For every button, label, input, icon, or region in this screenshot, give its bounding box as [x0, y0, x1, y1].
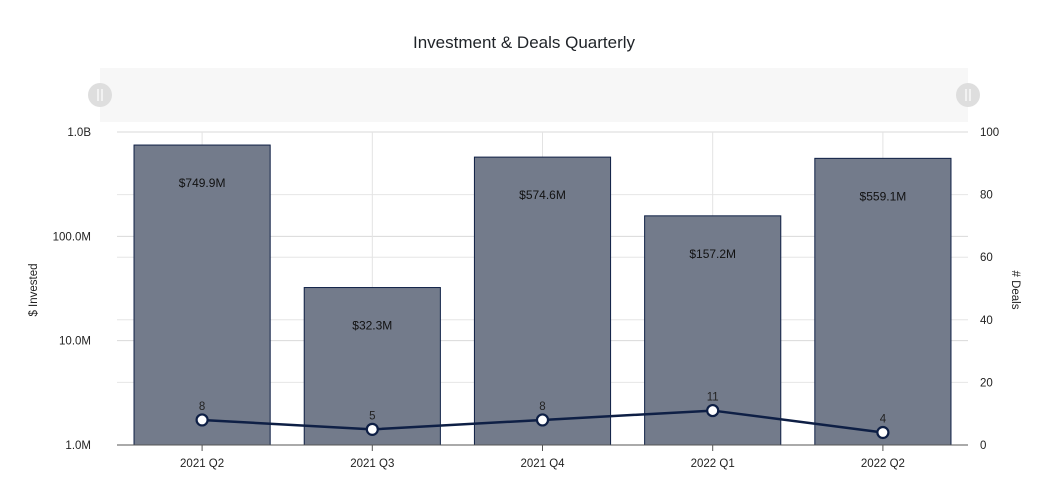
- y-right-tick-label: 80: [980, 190, 993, 202]
- deals-point: [195, 413, 209, 427]
- navigator-right-handle[interactable]: [956, 83, 980, 107]
- bar-value-label: $749.9M: [179, 176, 226, 190]
- y-right-tick-label: 40: [980, 315, 993, 327]
- bar-value-label: $32.3M: [352, 319, 392, 333]
- bar-value-label: $559.1M: [860, 189, 907, 203]
- deals-point: [876, 425, 890, 440]
- y-left-tick-label: 1.0M: [65, 440, 91, 452]
- deals-point-label: 8: [199, 401, 205, 413]
- x-tick-label: 2022 Q2: [861, 458, 905, 470]
- range-navigator[interactable]: [88, 68, 980, 122]
- y-right-tick-label: 20: [980, 377, 993, 389]
- deals-point-label: 4: [880, 413, 887, 425]
- x-tick-label: 2021 Q4: [520, 458, 565, 470]
- axes: 1.0M 10.0M 100.0M 1.0B 0 20 40 60 80 100 2021 Q2 20…: [53, 127, 1000, 470]
- y-right-tick-label: 0: [980, 440, 986, 452]
- bar-value-label: $157.2M: [689, 247, 736, 261]
- y-left-tick-label: 1.0B: [67, 127, 91, 139]
- chart-title: Investment & Deals Quarterly: [413, 33, 636, 52]
- y-right-tick-label: 60: [980, 252, 993, 264]
- deals-point-label: 8: [539, 401, 545, 413]
- y-right-tick-label: 100: [980, 127, 999, 139]
- bar-series: $749.9M $32.3M $574.6M $157.2M $559.1M: [133, 144, 952, 446]
- y-left-axis-title: $ Invested: [28, 263, 40, 316]
- navigator-left-handle[interactable]: [88, 83, 112, 107]
- line-series: 8 5 8 11 4: [195, 392, 890, 440]
- x-tick-label: 2021 Q2: [180, 458, 224, 470]
- x-tick-label: 2022 Q1: [691, 458, 735, 470]
- deals-point-label: 5: [369, 410, 375, 422]
- y-left-tick-label: 100.0M: [53, 231, 91, 243]
- deals-point: [535, 413, 550, 427]
- bar-value-label: $574.6M: [519, 188, 566, 202]
- x-tick-label: 2021 Q3: [350, 458, 394, 470]
- y-left-tick-label: 10.0M: [59, 336, 91, 348]
- bar: [133, 144, 271, 446]
- deals-point: [365, 422, 379, 436]
- bar: [473, 156, 612, 446]
- navigator-track[interactable]: [100, 68, 968, 122]
- y-right-axis-title: # Deals: [1009, 271, 1021, 310]
- deals-point-label: 11: [707, 392, 719, 404]
- deals-point: [706, 403, 720, 418]
- bar: [814, 157, 952, 446]
- bar: [303, 287, 441, 446]
